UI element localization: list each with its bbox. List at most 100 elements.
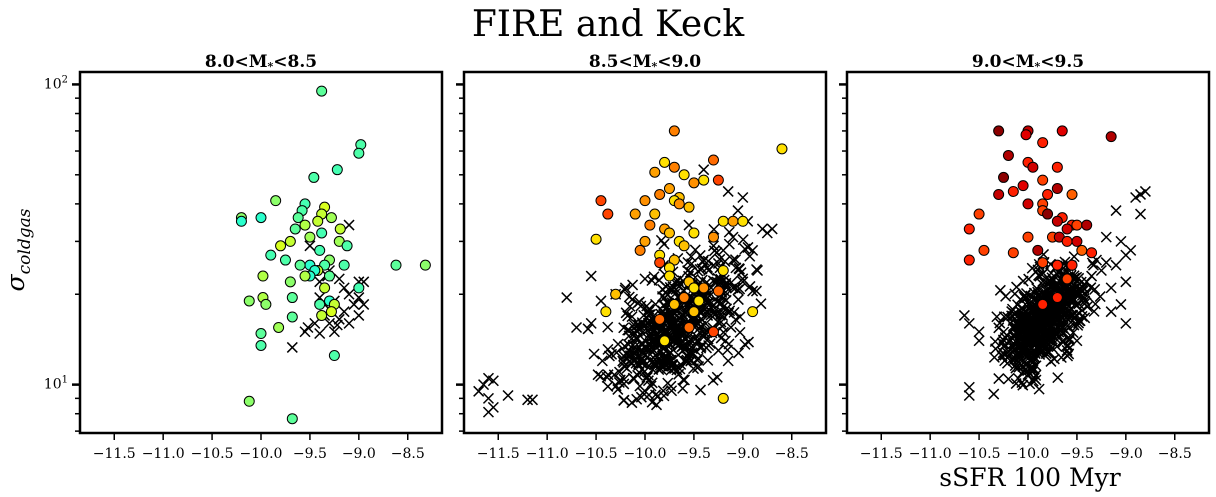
cross-marker <box>358 298 370 310</box>
circle-marker <box>688 282 700 294</box>
cross-marker <box>1025 320 1037 332</box>
cross-marker <box>1032 286 1044 298</box>
cross-marker <box>338 306 350 318</box>
circle-marker <box>634 244 646 256</box>
circle-marker <box>600 306 612 318</box>
cross-marker <box>561 292 573 304</box>
circle-marker <box>649 208 661 220</box>
circle-marker <box>1020 129 1032 141</box>
cross-marker <box>664 281 676 293</box>
circle-marker <box>712 174 724 186</box>
cross-marker <box>1115 298 1127 310</box>
cross-marker <box>612 383 624 395</box>
circle-marker <box>1037 174 1049 186</box>
cross-marker <box>1007 342 1019 354</box>
circle-marker <box>308 171 320 183</box>
cross-marker <box>1094 291 1106 303</box>
cross-marker <box>633 319 645 331</box>
cross-marker <box>626 311 638 323</box>
cross-marker <box>338 282 350 294</box>
circle-marker <box>1061 273 1073 285</box>
cross-marker <box>623 291 635 303</box>
circle-marker <box>659 156 671 168</box>
cross-marker <box>1085 282 1097 294</box>
cross-marker <box>737 191 749 204</box>
cross-marker <box>624 350 637 362</box>
circle-marker <box>323 270 335 282</box>
cross-marker <box>677 308 689 320</box>
cross-marker <box>629 341 641 353</box>
cross-marker <box>711 371 723 383</box>
circle-marker <box>1051 292 1063 304</box>
cross-marker <box>1017 309 1029 321</box>
y-tick-label: 102 <box>44 74 68 92</box>
cross-marker <box>304 240 316 252</box>
cross-marker <box>698 164 710 176</box>
cross-marker <box>677 382 689 394</box>
cross-marker <box>1041 283 1053 295</box>
cross-marker <box>1076 304 1088 317</box>
cross-marker <box>1030 374 1042 386</box>
cross-marker <box>649 298 662 310</box>
circle-marker <box>284 276 296 288</box>
cross-marker <box>1071 285 1083 297</box>
cross-marker <box>602 321 614 333</box>
circle-marker <box>993 125 1005 137</box>
circle-marker <box>649 166 661 178</box>
cross-marker <box>1013 353 1025 365</box>
cross-marker <box>1110 205 1122 217</box>
circle-marker <box>712 285 724 297</box>
cross-marker <box>744 280 756 292</box>
cross-marker <box>309 317 321 329</box>
circle-marker <box>390 259 402 271</box>
circle-marker <box>737 215 749 227</box>
cross-marker <box>737 234 749 246</box>
circle-marker <box>1007 247 1019 259</box>
cross-marker <box>714 253 726 265</box>
circle-marker <box>1002 149 1014 161</box>
circle-marker <box>260 298 272 310</box>
axes-frame <box>78 70 444 435</box>
circle-marker <box>1037 298 1049 310</box>
circle-marker <box>331 164 343 176</box>
circle-marker <box>1037 257 1049 269</box>
circle-marker <box>284 235 296 247</box>
circle-marker <box>304 231 316 243</box>
cross-marker <box>702 309 714 321</box>
cross-marker <box>737 276 749 288</box>
cross-marker <box>1095 264 1107 277</box>
cross-marker <box>693 322 705 335</box>
circle-marker <box>688 177 700 189</box>
cross-marker <box>1017 327 1029 339</box>
cross-marker <box>655 234 667 246</box>
circle-marker <box>727 215 739 227</box>
cross-marker <box>1051 268 1063 280</box>
cross-marker <box>1023 298 1035 310</box>
circle-marker <box>747 306 759 318</box>
cross-marker <box>585 270 597 282</box>
cross-marker <box>729 254 741 266</box>
circle-marker <box>325 306 337 318</box>
cross-marker <box>1027 362 1039 374</box>
circle-marker <box>993 188 1005 200</box>
cross-marker <box>696 263 708 275</box>
cross-marker <box>1052 322 1064 334</box>
cross-marker <box>667 359 679 371</box>
cross-marker <box>478 379 490 391</box>
cross-marker <box>1074 315 1086 327</box>
cross-marker <box>646 274 658 287</box>
cross-marker <box>1021 292 1033 304</box>
circle-marker <box>316 85 328 97</box>
cross-marker <box>997 347 1009 359</box>
circle-marker <box>707 154 719 166</box>
cross-marker <box>674 363 686 375</box>
cross-marker <box>694 384 707 396</box>
circle-marker <box>334 223 346 235</box>
panel-title: 8.5<M*<9.0 <box>589 52 701 73</box>
circle-marker <box>978 244 990 256</box>
panel-1: 8.0<M*<8.5 −11.5 −11.0 −10.5 −10.0 −9.5 −9.0 −8… <box>44 52 444 462</box>
circle-marker <box>286 292 298 304</box>
cross-marker <box>613 366 626 378</box>
cross-marker <box>1010 362 1022 374</box>
